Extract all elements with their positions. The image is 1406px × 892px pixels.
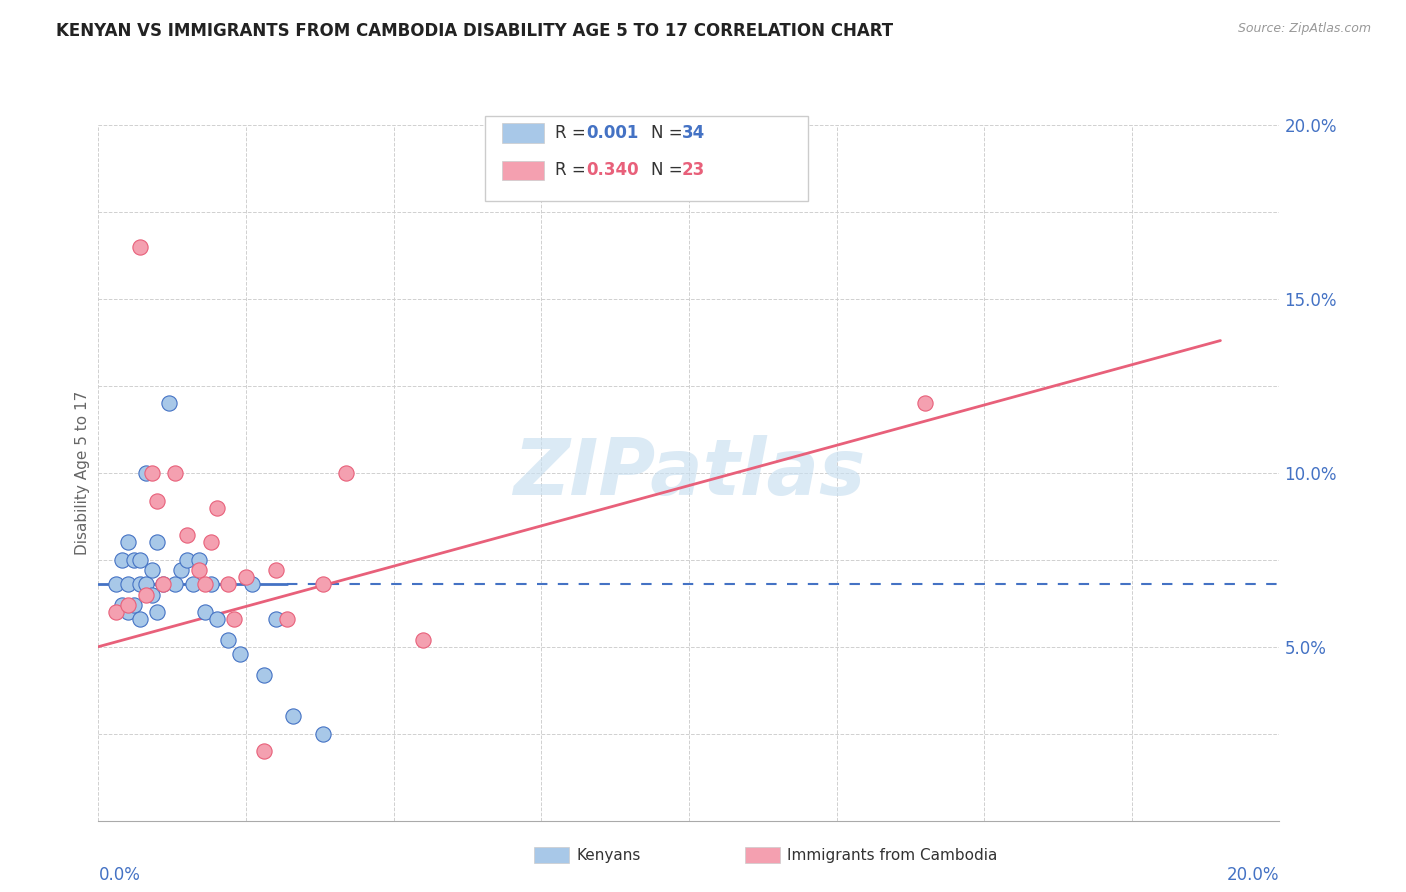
Point: [170, 563, 193, 577]
Point: [235, 570, 257, 584]
Point: [117, 598, 139, 612]
Point: [312, 577, 335, 591]
Point: [157, 396, 180, 410]
Point: [117, 577, 139, 591]
Text: Immigrants from Cambodia: Immigrants from Cambodia: [787, 848, 998, 863]
Point: [312, 726, 335, 740]
Text: Kenyans: Kenyans: [576, 848, 641, 863]
Point: [152, 577, 174, 591]
Point: [229, 647, 252, 661]
Point: [122, 552, 145, 567]
Point: [135, 587, 157, 601]
Text: 0.0%: 0.0%: [98, 866, 141, 884]
Point: [181, 577, 204, 591]
Point: [146, 535, 169, 549]
Point: [176, 552, 198, 567]
Point: [122, 598, 145, 612]
Point: [152, 577, 174, 591]
Text: KENYAN VS IMMIGRANTS FROM CAMBODIA DISABILITY AGE 5 TO 17 CORRELATION CHART: KENYAN VS IMMIGRANTS FROM CAMBODIA DISAB…: [56, 22, 893, 40]
Point: [111, 598, 134, 612]
Text: 20.0%: 20.0%: [1227, 866, 1279, 884]
Text: R =: R =: [555, 124, 592, 142]
Point: [194, 605, 217, 619]
Point: [187, 552, 209, 567]
Point: [117, 605, 139, 619]
Y-axis label: Disability Age 5 to 17: Disability Age 5 to 17: [75, 391, 90, 555]
Point: [914, 396, 936, 410]
Text: N =: N =: [651, 161, 688, 179]
Point: [128, 612, 150, 626]
Point: [146, 493, 169, 508]
Point: [412, 632, 434, 647]
Point: [253, 744, 276, 758]
Text: 34: 34: [682, 124, 706, 142]
Point: [200, 577, 222, 591]
Point: [194, 577, 217, 591]
Point: [165, 466, 187, 480]
Point: [141, 587, 163, 601]
Text: Source: ZipAtlas.com: Source: ZipAtlas.com: [1237, 22, 1371, 36]
Point: [283, 709, 305, 723]
Text: 0.340: 0.340: [586, 161, 638, 179]
Point: [200, 535, 222, 549]
Point: [240, 577, 263, 591]
Point: [276, 612, 298, 626]
Point: [141, 466, 163, 480]
Point: [205, 612, 228, 626]
Point: [165, 577, 187, 591]
Point: [128, 552, 150, 567]
Point: [117, 535, 139, 549]
Point: [111, 552, 134, 567]
Point: [105, 577, 128, 591]
Point: [146, 605, 169, 619]
Point: [176, 528, 198, 542]
Point: [217, 577, 239, 591]
Point: [135, 577, 157, 591]
Point: [105, 605, 128, 619]
Point: [217, 632, 239, 647]
Point: [141, 563, 163, 577]
Point: [335, 466, 357, 480]
Point: [264, 563, 287, 577]
Point: [224, 612, 246, 626]
Point: [135, 466, 157, 480]
Point: [128, 239, 150, 253]
Text: ZIPatlas: ZIPatlas: [513, 434, 865, 511]
Text: 23: 23: [682, 161, 706, 179]
Point: [264, 612, 287, 626]
Point: [128, 577, 150, 591]
Text: N =: N =: [651, 124, 688, 142]
Text: 0.001: 0.001: [586, 124, 638, 142]
Point: [187, 563, 209, 577]
Text: R =: R =: [555, 161, 592, 179]
Point: [253, 667, 276, 681]
Point: [205, 500, 228, 515]
